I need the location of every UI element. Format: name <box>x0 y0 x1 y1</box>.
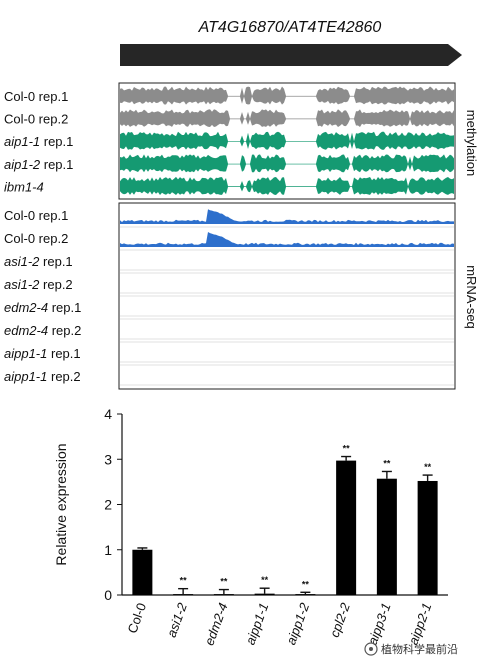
x-tick-label: aipp1-2 <box>283 600 312 647</box>
y-tick-label: 1 <box>104 542 112 558</box>
mrna-seq-track-genotype: aipp1-1 <box>4 369 47 384</box>
significance-label: ** <box>343 444 351 454</box>
bar <box>295 594 316 595</box>
mrna-seq-track <box>120 318 454 340</box>
mrna-seq-track-replicate: rep.1 <box>48 300 81 315</box>
bar <box>254 593 275 595</box>
y-tick-label: 0 <box>104 587 112 603</box>
methylation-track-replicate: rep.1 <box>40 134 73 149</box>
mrna-seq-track <box>120 226 454 247</box>
bar <box>336 460 357 595</box>
methylation-track-label: Col-0 rep.1 <box>4 89 68 104</box>
methylation-panel <box>118 82 456 200</box>
bar <box>173 594 194 595</box>
mrna-seq-track-label: edm2-4 rep.1 <box>4 300 81 315</box>
mrna-seq-side-label: mRNA-seq <box>464 265 479 329</box>
x-tick-label: asi1-2 <box>164 600 190 639</box>
methylation-track-genotype: ibm1-4 <box>4 179 44 194</box>
mrna-seq-track <box>120 364 454 386</box>
mrna-seq-signal <box>120 209 454 224</box>
mrna-seq-track-replicate: rep.2 <box>39 277 72 292</box>
x-tick-label: aipp2-1 <box>406 601 435 647</box>
methylation-track <box>120 176 454 195</box>
methylation-track-genotype: aip1-2 <box>4 157 41 172</box>
x-tick-label: cpl2-2 <box>327 600 353 639</box>
methylation-signal <box>120 86 454 105</box>
watermark: 植物科学最前沿 <box>364 642 458 656</box>
methylation-track-genotype: aip1-1 <box>4 134 40 149</box>
mrna-seq-track <box>120 249 454 271</box>
methylation-track-label: aip1-1 rep.1 <box>4 134 73 149</box>
methylation-panel-frame <box>118 82 456 200</box>
mrna-seq-track-label: Col-0 rep.1 <box>4 208 68 223</box>
x-tick-label: aipp1-1 <box>243 601 272 647</box>
mrna-seq-panel-frame <box>118 202 456 390</box>
mrna-seq-track-genotype: asi1-2 <box>4 254 40 269</box>
watermark-text: 植物科学最前沿 <box>381 642 458 656</box>
significance-label: ** <box>383 458 391 468</box>
mrna-seq-track-label: asi1-2 rep.1 <box>4 254 73 269</box>
mrna-seq-track <box>120 209 454 224</box>
mrna-seq-track-label: Col-0 rep.2 <box>4 231 68 246</box>
mrna-seq-track-replicate: rep.1 <box>39 254 72 269</box>
significance-label: ** <box>302 579 310 589</box>
y-tick-label: 3 <box>104 451 112 467</box>
mrna-seq-track-label: aipp1-1 rep.2 <box>4 369 81 384</box>
watermark-logo-icon <box>364 642 378 656</box>
bar <box>417 480 438 595</box>
y-tick-label: 2 <box>104 497 112 513</box>
significance-label: ** <box>180 576 188 586</box>
methylation-track <box>120 86 454 105</box>
mrna-seq-track <box>120 295 454 317</box>
methylation-track-label: Col-0 rep.2 <box>4 112 68 127</box>
bar <box>376 478 397 595</box>
significance-label: ** <box>220 577 228 587</box>
methylation-track <box>120 131 454 150</box>
mrna-seq-track-genotype: edm2-4 <box>4 300 48 315</box>
mrna-seq-track-replicate: rep.1 <box>47 346 80 361</box>
bar <box>132 549 153 595</box>
mrna-seq-signal <box>120 232 454 247</box>
methylation-signal <box>120 109 454 127</box>
mrna-seq-panel <box>118 202 456 390</box>
significance-label: ** <box>424 462 432 472</box>
gene-title: AT4G16870/AT4TE42860 <box>198 19 382 36</box>
mrna-seq-track <box>120 272 454 294</box>
mrna-seq-track-label: asi1-2 rep.2 <box>4 277 73 292</box>
methylation-track <box>120 109 454 127</box>
bar-chart: 0 1 2 3 4 Relative expression Col-0 ** asi1-2 ** e… <box>53 406 448 647</box>
methylation-track <box>120 154 454 173</box>
bar <box>213 594 234 595</box>
methylation-signal <box>120 154 454 173</box>
significance-label: ** <box>261 575 269 585</box>
gene-arrow <box>120 44 462 66</box>
mrna-seq-track <box>120 341 454 363</box>
mrna-seq-track-genotype: edm2-4 <box>4 323 48 338</box>
mrna-seq-track-label: edm2-4 rep.2 <box>4 323 81 338</box>
watermark-logo-icon-inner <box>369 647 373 651</box>
mrna-seq-track-genotype: asi1-2 <box>4 277 40 292</box>
x-tick-label: Col-0 <box>124 601 149 635</box>
y-tick-label: 4 <box>104 406 112 422</box>
methylation-side-label: methylation <box>464 110 479 176</box>
methylation-signal <box>120 131 454 150</box>
methylation-track-label: aip1-2 rep.1 <box>4 157 73 172</box>
mrna-seq-track-label: aipp1-1 rep.1 <box>4 346 81 361</box>
mrna-seq-track-replicate: rep.2 <box>48 323 81 338</box>
mrna-seq-track-replicate: rep.2 <box>47 369 80 384</box>
mrna-seq-track-genotype: aipp1-1 <box>4 346 47 361</box>
x-tick-label: edm2-4 <box>202 601 231 648</box>
methylation-track-replicate: rep.1 <box>40 157 73 172</box>
methylation-signal <box>120 176 454 195</box>
methylation-track-label: ibm1-4 <box>4 179 44 194</box>
y-axis-label: Relative expression <box>53 443 69 565</box>
x-tick-label: aipp3-1 <box>365 601 394 647</box>
